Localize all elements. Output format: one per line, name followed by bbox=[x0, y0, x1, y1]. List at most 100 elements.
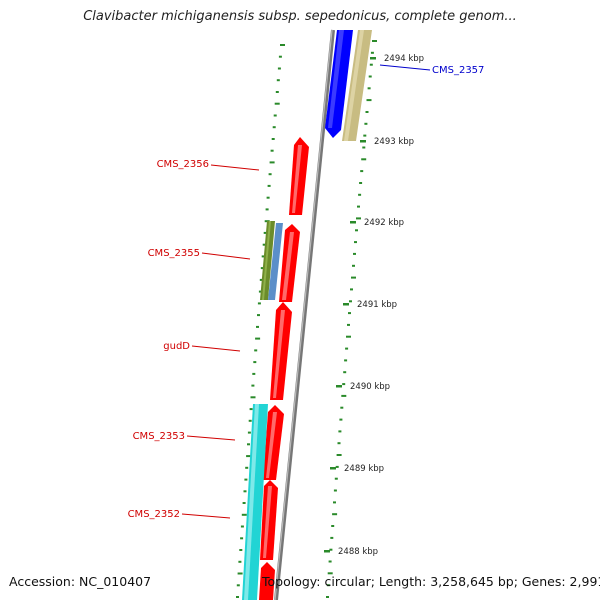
khaki-feature[interactable] bbox=[342, 30, 372, 141]
ruler-dot bbox=[243, 490, 247, 493]
ruler-dot bbox=[262, 243, 266, 246]
ruler-dot bbox=[350, 288, 353, 291]
gene-feature-next[interactable] bbox=[259, 562, 275, 600]
ruler-dot bbox=[245, 466, 249, 469]
ruler-dot bbox=[238, 560, 242, 563]
ruler-dot bbox=[326, 596, 329, 598]
inner-dot-ruler bbox=[236, 44, 285, 598]
gene-feature-gudd[interactable] bbox=[270, 302, 292, 400]
ruler-dot bbox=[355, 229, 358, 232]
ruler-dot bbox=[367, 87, 371, 90]
ruler-dot bbox=[277, 67, 281, 70]
ruler-dot bbox=[248, 419, 252, 422]
ruler-dot bbox=[247, 431, 251, 434]
ruler-dot bbox=[246, 455, 252, 458]
gene-feature-cms-2357[interactable] bbox=[325, 30, 353, 138]
ruler-dot bbox=[366, 99, 372, 102]
ruler-dot bbox=[341, 394, 347, 397]
ruler-dot bbox=[346, 335, 351, 338]
ruler-dot bbox=[239, 549, 243, 551]
ruler-dot bbox=[240, 525, 244, 528]
ruler-dot bbox=[372, 40, 377, 42]
ruler-dot bbox=[337, 442, 341, 445]
kbp-tick-mark bbox=[330, 467, 336, 470]
ruler-dot bbox=[276, 79, 280, 82]
kbp-tick-mark bbox=[350, 221, 356, 224]
ruler-dot bbox=[255, 337, 261, 340]
ruler-dot bbox=[342, 383, 346, 386]
ruler-dot bbox=[361, 158, 367, 161]
ruler-dot bbox=[345, 347, 349, 350]
ruler-dot bbox=[240, 537, 244, 540]
ruler-dot bbox=[353, 252, 356, 255]
gene-label-cms-2357[interactable]: CMS_2357 bbox=[432, 65, 484, 76]
ruler-dot bbox=[348, 312, 351, 315]
ruler-dot bbox=[254, 349, 258, 352]
ruler-dot bbox=[364, 122, 368, 125]
ruler-dot bbox=[358, 193, 362, 196]
ruler-dot bbox=[330, 536, 334, 539]
steelblue-feature[interactable] bbox=[268, 223, 283, 300]
ruler-dot bbox=[241, 513, 247, 516]
ruler-dot bbox=[360, 170, 364, 173]
ruler-dot bbox=[333, 489, 337, 492]
gene-label-cms-2356[interactable]: CMS_2356 bbox=[157, 159, 209, 170]
gene-feature-cms-2353[interactable] bbox=[263, 405, 284, 480]
ruler-dot bbox=[252, 372, 256, 375]
gene-feature-cms-2355[interactable] bbox=[279, 224, 300, 302]
ruler-dot bbox=[356, 217, 361, 220]
ruler-dot bbox=[349, 300, 352, 303]
gene-label-gudd[interactable]: gudD bbox=[163, 341, 190, 352]
ruler-dot bbox=[331, 525, 335, 527]
ruler-dot bbox=[273, 114, 277, 117]
ruler-dot bbox=[327, 572, 333, 575]
outer-dot-ruler bbox=[326, 40, 377, 598]
ruler-dot bbox=[339, 418, 343, 421]
ruler-dot bbox=[363, 134, 367, 137]
gene-feature-cms-2352[interactable] bbox=[260, 480, 278, 560]
gene-feature-cms-2356[interactable] bbox=[289, 137, 309, 215]
ruler-dot bbox=[354, 241, 357, 244]
ruler-dot bbox=[278, 55, 282, 58]
ruler-dot bbox=[344, 359, 348, 362]
ruler-dot bbox=[257, 302, 261, 305]
kbp-tick-label: 2490 kbp bbox=[350, 382, 390, 392]
kbp-tick-mark bbox=[360, 140, 366, 143]
ruler-dot bbox=[352, 264, 355, 267]
ruler-dot bbox=[260, 267, 264, 270]
ruler-dot bbox=[256, 325, 259, 328]
kbp-tick-label: 2493 kbp bbox=[374, 137, 414, 147]
kbp-tick-mark bbox=[370, 57, 376, 60]
cyan-feature[interactable] bbox=[242, 404, 268, 600]
ruler-dot bbox=[266, 196, 270, 199]
ruler-dot bbox=[329, 548, 333, 551]
ruler-dot bbox=[359, 182, 363, 184]
ruler-dot bbox=[261, 255, 265, 258]
ruler-dot bbox=[257, 314, 260, 317]
ruler-dot bbox=[347, 323, 350, 326]
ruler-dot bbox=[368, 75, 372, 78]
ruler-dot bbox=[357, 205, 360, 208]
ruler-dot bbox=[275, 91, 279, 93]
ruler-dot bbox=[280, 44, 285, 46]
gene-label-cms-2352[interactable]: CMS_2352 bbox=[128, 509, 180, 520]
gene-label-leaders bbox=[181, 64, 431, 519]
kbp-tick-label: 2492 kbp bbox=[364, 218, 404, 228]
ruler-dot bbox=[343, 371, 347, 374]
ruler-dot bbox=[253, 361, 257, 364]
ruler-dot bbox=[338, 430, 342, 433]
ruler-dot bbox=[265, 208, 269, 211]
ruler-dot bbox=[362, 146, 366, 149]
gene-label-cms-2355[interactable]: CMS_2355 bbox=[148, 248, 200, 259]
ruler-dot bbox=[244, 478, 248, 481]
ruler-dot bbox=[369, 63, 373, 66]
ruler-dot bbox=[272, 126, 276, 129]
gene-label-cms-2353[interactable]: CMS_2353 bbox=[133, 431, 185, 442]
ruler-dot bbox=[268, 173, 272, 176]
kbp-tick-group: 2494 kbp 2493 kbp 2492 kbp 2491 kbp 2490 kbp… bbox=[324, 54, 424, 557]
ruler-dot bbox=[336, 454, 342, 456]
ruler-dot bbox=[236, 596, 239, 598]
olive-feature[interactable] bbox=[260, 221, 275, 300]
ruler-dot bbox=[326, 584, 330, 587]
